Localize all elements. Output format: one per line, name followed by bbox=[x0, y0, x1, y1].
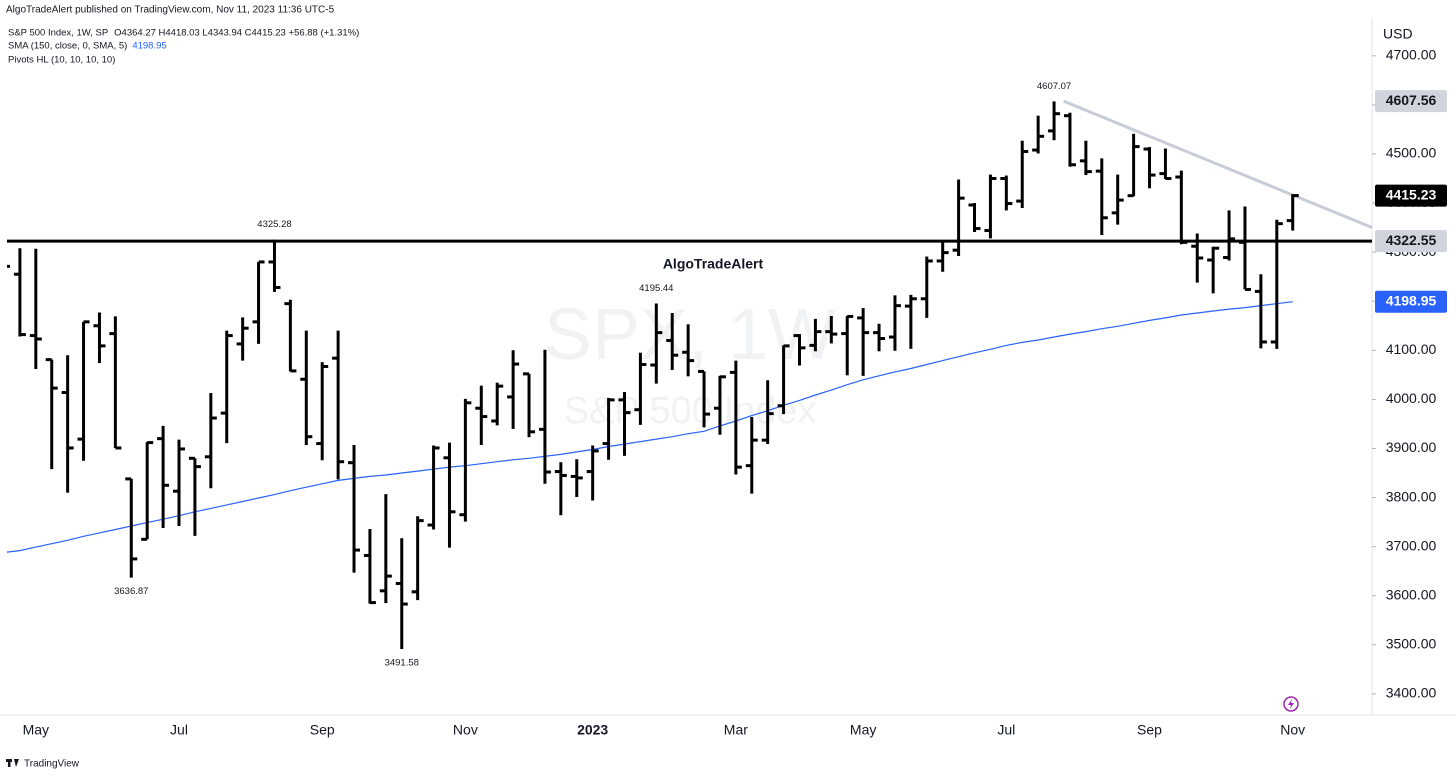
price-label-box bbox=[1375, 290, 1447, 313]
header: AlgoTradeAlert published on TradingView.… bbox=[6, 5, 335, 16]
pivot-high-label: 4607.07 bbox=[1037, 81, 1071, 92]
y-tick-label: 4000.00 bbox=[1386, 390, 1437, 406]
y-tick-label: 4100.00 bbox=[1386, 341, 1437, 357]
y-tick-label: 3600.00 bbox=[1386, 586, 1437, 602]
legend-pivots: Pivots HL (10, 10, 10, 10) bbox=[8, 55, 115, 66]
price-label: 4198.95 bbox=[1386, 292, 1437, 308]
annotation: AlgoTradeAlert bbox=[663, 256, 764, 272]
legend-sma-value: 4198.95 bbox=[132, 41, 166, 52]
x-tick-label: Jul bbox=[997, 722, 1015, 738]
watermark-description: S&P 500 Index bbox=[564, 390, 817, 432]
price-label: 4322.55 bbox=[1386, 232, 1437, 248]
legend-sma: SMA (150, close, 0, SMA, 5) bbox=[8, 41, 127, 52]
y-tick-label: 3400.00 bbox=[1386, 685, 1437, 701]
x-tick-label: Sep bbox=[1137, 722, 1162, 738]
legend-title: S&P 500 Index, 1W, SP bbox=[8, 28, 108, 39]
x-tick-label: Jul bbox=[170, 722, 188, 738]
trend-line bbox=[1063, 99, 1372, 229]
pivot-high-label: 4195.44 bbox=[639, 283, 673, 294]
pivot-high-label: 4325.28 bbox=[257, 219, 291, 230]
y-tick-label: 4500.00 bbox=[1386, 145, 1437, 161]
price-label-box bbox=[1375, 184, 1447, 207]
currency: USD bbox=[1383, 26, 1413, 42]
x-tick-label: Mar bbox=[724, 722, 748, 738]
price-label-box bbox=[1375, 230, 1447, 253]
y-tick-label: 3700.00 bbox=[1386, 537, 1437, 553]
x-tick-label: Nov bbox=[1280, 722, 1305, 738]
price-label: 4607.56 bbox=[1386, 92, 1437, 108]
alert-icon bbox=[1283, 696, 1299, 712]
footer: TradingView bbox=[24, 759, 80, 770]
sma-line bbox=[7, 301, 1293, 553]
y-tick-label: 4700.00 bbox=[1386, 46, 1437, 62]
x-tick-label: Nov bbox=[453, 722, 478, 738]
x-tick-label: 2023 bbox=[577, 722, 608, 738]
plot-area bbox=[7, 99, 1372, 649]
watermark-symbol: SPX, 1W bbox=[544, 295, 836, 375]
pivot-low-label: 3636.87 bbox=[114, 586, 148, 597]
y-tick-label: 3800.00 bbox=[1386, 488, 1437, 504]
legend-ohlc: O4364.27 H4418.03 L4343.94 C4415.23 +56.… bbox=[114, 28, 359, 39]
price-label-box bbox=[1375, 90, 1447, 113]
footer-logo bbox=[6, 759, 19, 767]
price-label: 4415.23 bbox=[1386, 186, 1437, 202]
y-tick-label: 3500.00 bbox=[1386, 636, 1437, 652]
pivot-low-label: 3491.58 bbox=[385, 657, 419, 668]
y-tick-label: 3900.00 bbox=[1386, 439, 1437, 455]
x-tick-label: May bbox=[850, 722, 876, 738]
x-tick-label: Sep bbox=[310, 722, 335, 738]
x-tick-label: May bbox=[23, 722, 49, 738]
